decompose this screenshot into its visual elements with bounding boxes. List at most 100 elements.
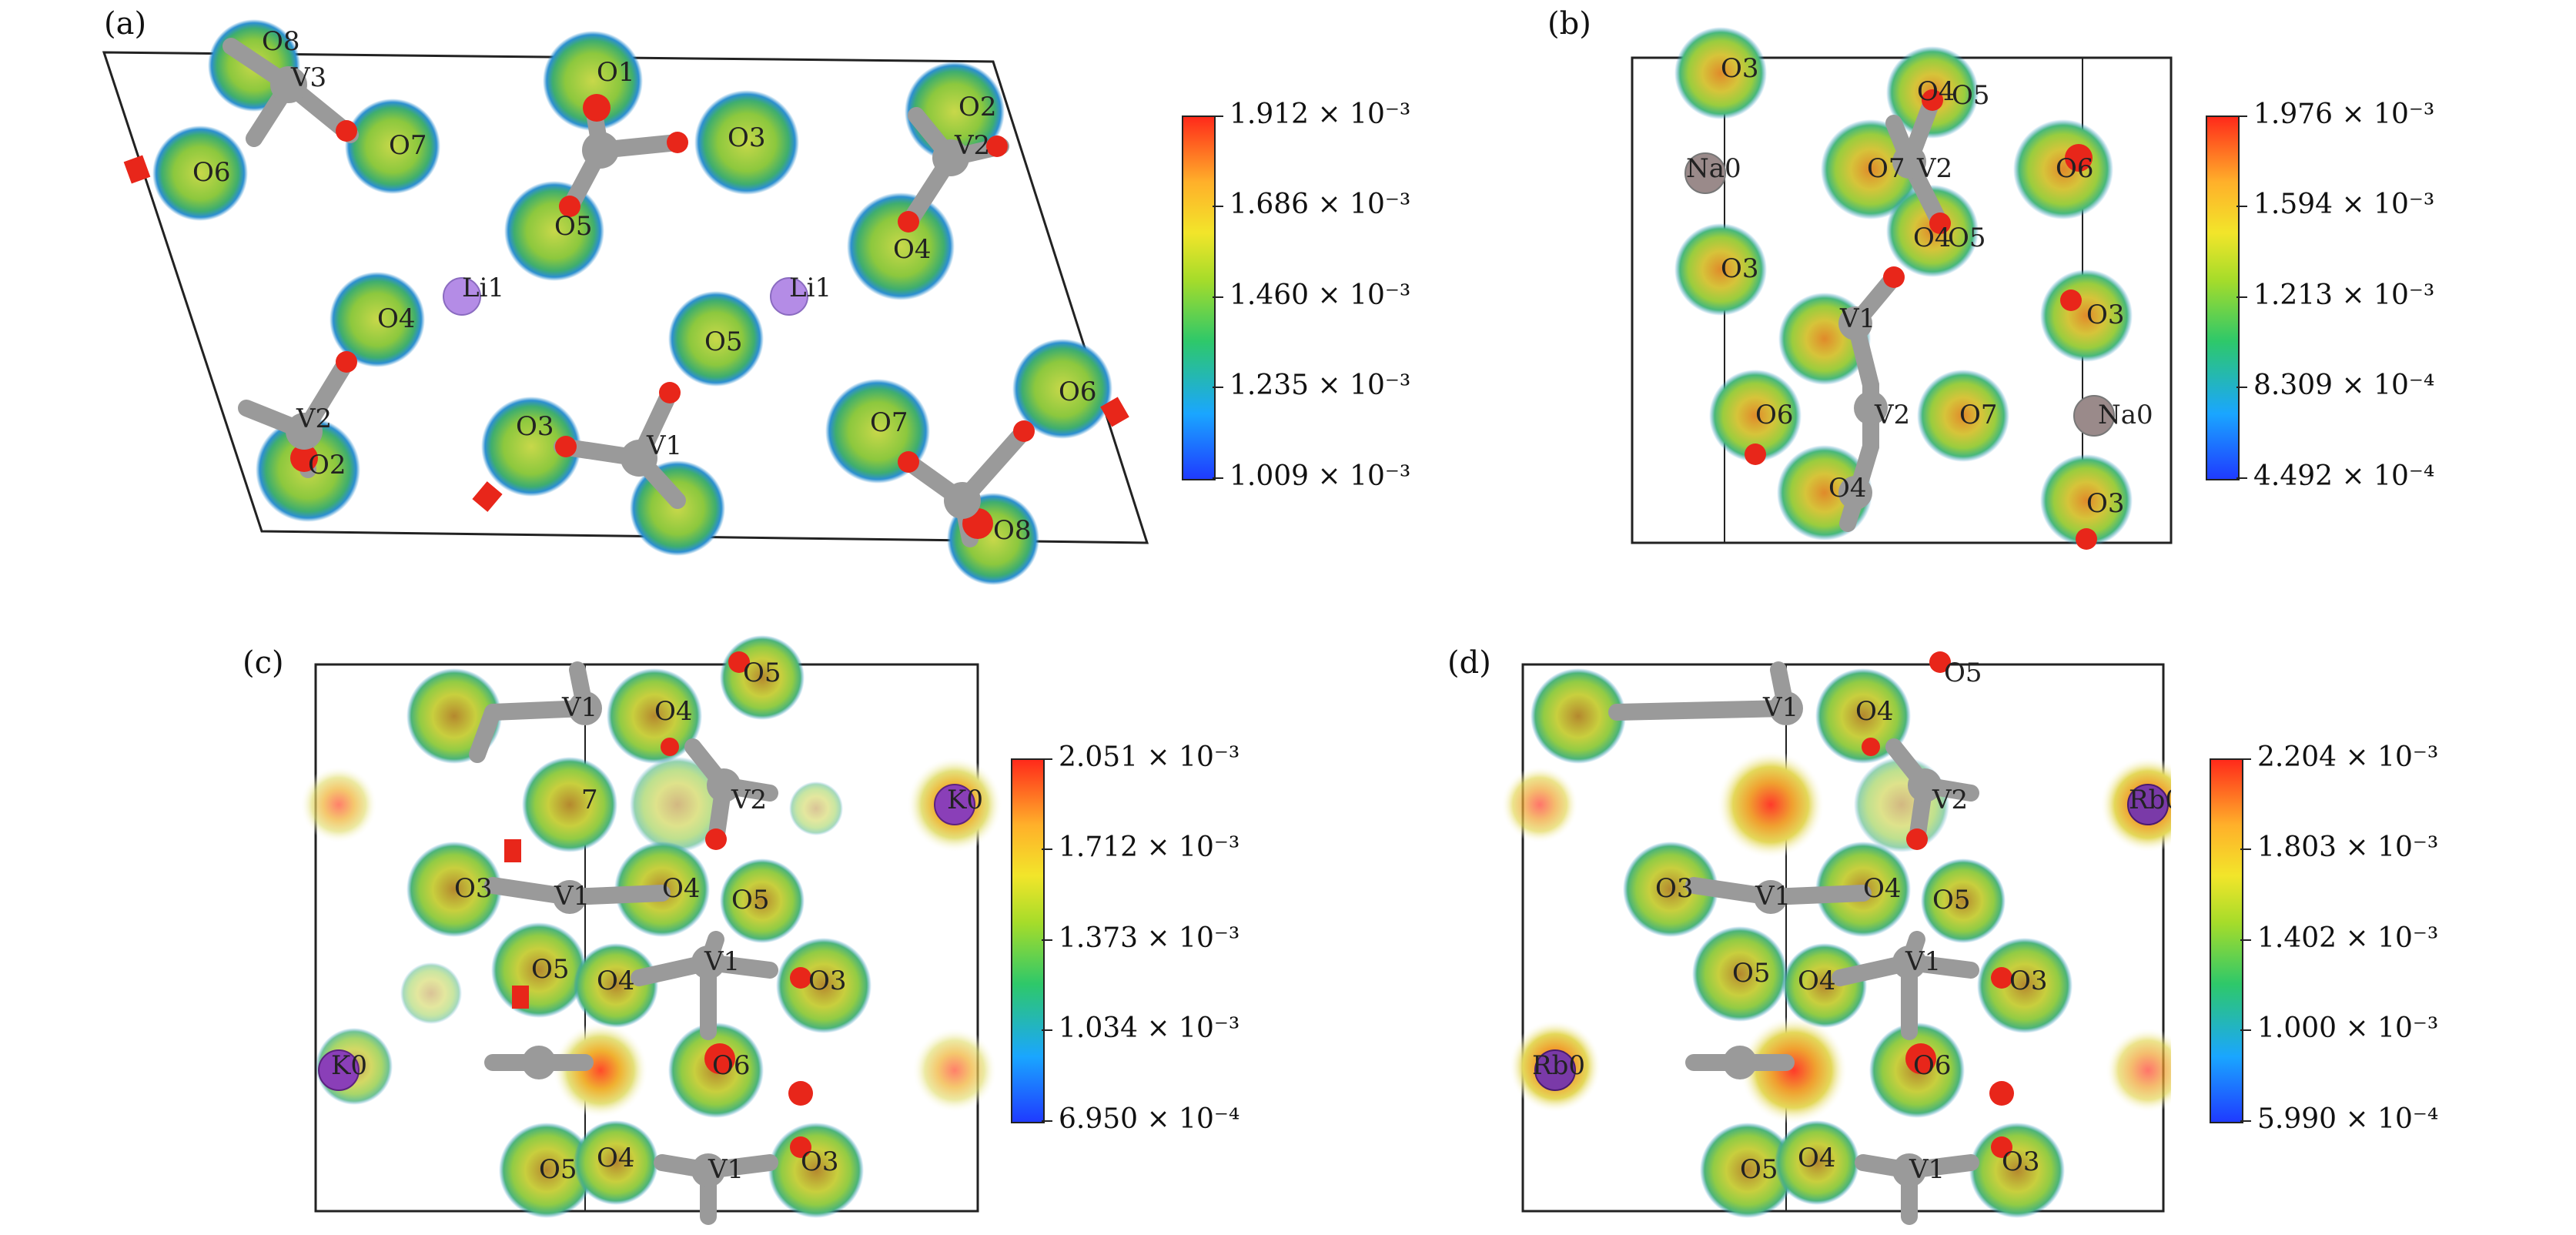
density-isosurfaces bbox=[1501, 668, 2171, 1218]
panel-label: (a) bbox=[104, 6, 147, 42]
atom-label: Na0 bbox=[1686, 153, 1741, 184]
unit-cell-boundary bbox=[102, 51, 1149, 544]
atom-label: Na0 bbox=[2098, 400, 2153, 430]
oxygen-sticks bbox=[123, 94, 1129, 539]
atom-label: V1 bbox=[1762, 692, 1798, 723]
colorbar-tick-label: 1.402 × 10⁻³ bbox=[2257, 922, 2439, 954]
atom-label: V1 bbox=[708, 1154, 744, 1185]
atom-label: O5 bbox=[1944, 658, 1982, 688]
lithium-atoms bbox=[443, 277, 808, 316]
oxygen-sticks bbox=[504, 651, 813, 1158]
colorbar-tick-label: 1.034 × 10⁻³ bbox=[1059, 1012, 1240, 1044]
atom-label: Rb0 bbox=[2129, 785, 2171, 815]
crystal-structure: O3 O4 O5 Na0 O7 V2 O6 O3 O4 O5 V1 O3 O6 … bbox=[1631, 27, 2173, 550]
atom-label: O3 bbox=[454, 873, 493, 904]
atom-label: V1 bbox=[704, 946, 740, 977]
atom-label: O4 bbox=[1917, 76, 1955, 107]
panel-label: (d) bbox=[1447, 645, 1491, 681]
atom-label: O7 bbox=[870, 407, 908, 438]
atom-label: O4 bbox=[597, 966, 635, 996]
colorbar: 2.051 × 10⁻³ 1.712 × 10⁻³ 1.373 × 10⁻³ 1… bbox=[1011, 741, 1288, 1135]
atom-label: O6 bbox=[1913, 1050, 1952, 1081]
atom-label: O5 bbox=[539, 1154, 577, 1185]
oxygen-sticks bbox=[1862, 651, 2014, 1158]
colorbar-tick-label: 1.912 × 10⁻³ bbox=[1229, 99, 1411, 130]
density-isosurfaces bbox=[1674, 27, 2133, 547]
atom-label: K0 bbox=[947, 785, 983, 815]
atom-label: V1 bbox=[1755, 881, 1791, 912]
unit-cell-boundary bbox=[1521, 663, 2165, 1213]
atom-label: O5 bbox=[1732, 958, 1771, 989]
colorbar-gradient bbox=[2206, 115, 2240, 480]
atom-label: V1 bbox=[561, 692, 597, 723]
atom-label: O3 bbox=[516, 411, 554, 442]
atom-label: O3 bbox=[2086, 300, 2125, 330]
atom-label: O4 bbox=[1798, 966, 1836, 996]
atom-label: O1 bbox=[597, 57, 635, 88]
panel-b: (b) bbox=[1532, 0, 2571, 601]
atom-label: O3 bbox=[1655, 873, 1694, 904]
colorbar-tick-label: 1.000 × 10⁻³ bbox=[2257, 1012, 2439, 1044]
atom-label: O3 bbox=[1721, 53, 1759, 84]
atom-label: O3 bbox=[2009, 966, 2048, 996]
atom-label: O7 bbox=[1959, 400, 1998, 430]
atom-label: O3 bbox=[1721, 253, 1759, 284]
atom-label: O4 bbox=[597, 1143, 635, 1173]
density-isosurfaces bbox=[152, 19, 1112, 585]
colorbar: 1.912 × 10⁻³ 1.686 × 10⁻³ 1.460 × 10⁻³ 1… bbox=[1182, 99, 1459, 492]
atom-label: O4 bbox=[1863, 873, 1902, 904]
atom-label: V1 bbox=[646, 430, 682, 461]
atom-label: O4 bbox=[893, 234, 932, 265]
colorbar-tick-label: 1.686 × 10⁻³ bbox=[1229, 189, 1411, 220]
colorbar-tick-label: 1.460 × 10⁻³ bbox=[1229, 279, 1411, 311]
atom-label: V2 bbox=[731, 785, 767, 815]
colorbar-tick-label: 1.213 × 10⁻³ bbox=[2253, 279, 2435, 311]
atom-label: O4 bbox=[654, 696, 693, 727]
atom-label: Li1 bbox=[462, 273, 504, 303]
crystal-structure: O5 V1 O4 7 V2 K0 O3 V1 O4 O5 O5 O4 V1 O3… bbox=[300, 635, 1002, 1225]
colorbar-tick-label: 8.309 × 10⁻⁴ bbox=[2253, 370, 2435, 401]
colorbar-tick-label: 6.950 × 10⁻⁴ bbox=[1059, 1103, 1240, 1135]
unit-cell-boundary bbox=[1631, 56, 2173, 544]
atom-label: O3 bbox=[808, 966, 847, 996]
atom-label: V1 bbox=[554, 881, 590, 912]
atom-labels: O8 V3 O1 O2 V2 O6 O7 O3 O5 Li1 Li1 O4 O4… bbox=[192, 26, 1097, 546]
panel-d: (d) bbox=[1432, 631, 2571, 1235]
atom-label: O5 bbox=[531, 954, 570, 985]
colorbar-tick-label: 4.492 × 10⁻⁴ bbox=[2253, 460, 2435, 492]
atom-label: O3 bbox=[2002, 1146, 2040, 1177]
colorbar-tick-label: 1.235 × 10⁻³ bbox=[1229, 370, 1411, 401]
atom-label: O4 bbox=[1798, 1143, 1836, 1173]
atom-label: O8 bbox=[262, 26, 300, 57]
atom-label: O4 bbox=[377, 303, 416, 334]
colorbar: 2.204 × 10⁻³ 1.803 × 10⁻³ 1.402 × 10⁻³ 1… bbox=[2210, 741, 2502, 1135]
crystal-structure: O5 V1 O4 V2 Rb0 O3 V1 O4 O5 O5 O4 V1 O3 … bbox=[1501, 651, 2171, 1225]
atom-label: O5 bbox=[554, 211, 593, 242]
atom-label: O4 bbox=[1828, 473, 1867, 504]
atom-label: V2 bbox=[954, 130, 990, 161]
colorbar-tick-label: 1.594 × 10⁻³ bbox=[2253, 189, 2435, 220]
atom-label: V1 bbox=[1839, 303, 1875, 334]
atom-label: O5 bbox=[1740, 1154, 1778, 1185]
atom-labels: O3 O4 O5 Na0 O7 V2 O6 O3 O4 O5 V1 O3 O6 … bbox=[1686, 53, 2153, 519]
atom-label: O6 bbox=[192, 157, 231, 188]
vanadium-atoms bbox=[522, 691, 741, 1187]
atom-label: O6 bbox=[1755, 400, 1794, 430]
vanadium-atoms bbox=[1723, 691, 1942, 1187]
colorbar-tick-label: 1.803 × 10⁻³ bbox=[2257, 832, 2439, 863]
panel-label: (c) bbox=[243, 645, 284, 681]
atom-label: O5 bbox=[1948, 223, 1986, 253]
colorbar-gradient bbox=[1011, 758, 1045, 1123]
atom-label: V2 bbox=[1932, 785, 1968, 815]
atom-label: V1 bbox=[1905, 946, 1941, 977]
atom-label: V2 bbox=[1874, 400, 1910, 430]
colorbar-tick-label: 1.009 × 10⁻³ bbox=[1229, 460, 1411, 492]
colorbar-tick-label: 2.204 × 10⁻³ bbox=[2257, 741, 2439, 773]
atom-label: V3 bbox=[290, 62, 326, 93]
atom-label: O5 bbox=[1932, 885, 1971, 915]
panel-c: (c) bbox=[0, 631, 1347, 1235]
atom-label: V1 bbox=[1909, 1154, 1945, 1185]
atom-label: 7 bbox=[581, 785, 598, 815]
oxygen-sticks bbox=[1745, 89, 2097, 550]
colorbar-tick-label: 1.712 × 10⁻³ bbox=[1059, 832, 1240, 863]
